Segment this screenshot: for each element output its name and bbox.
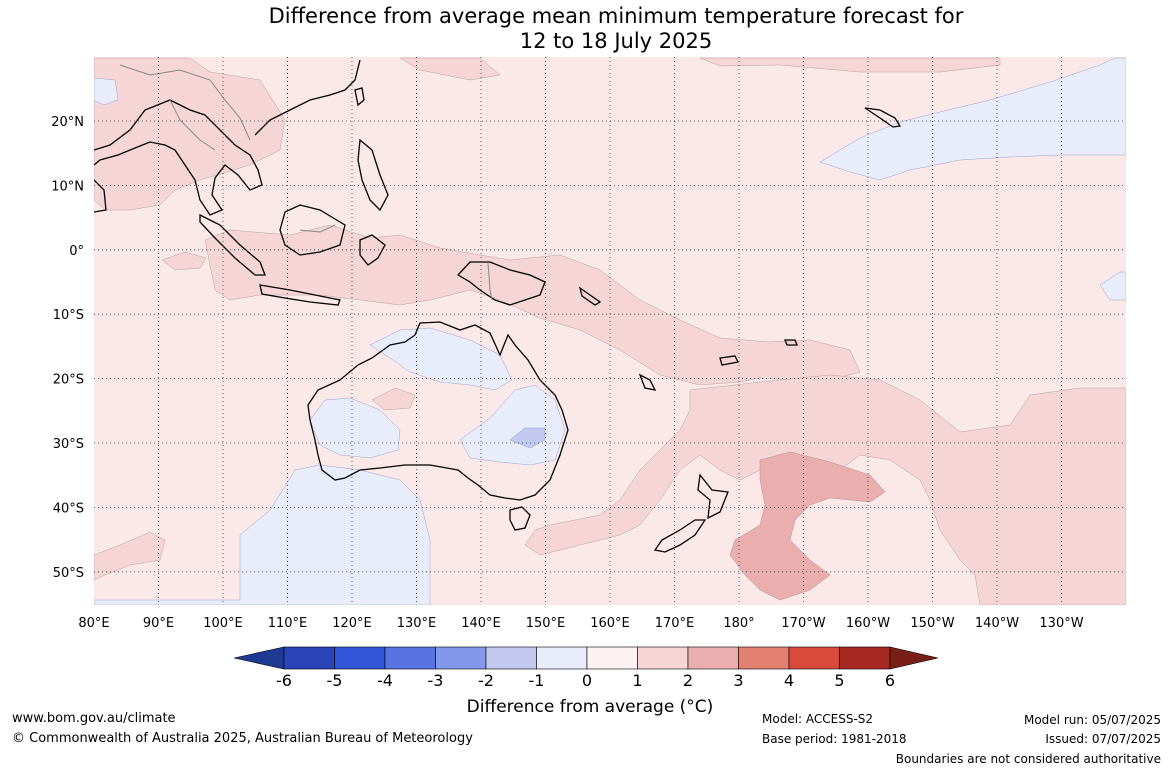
map-area bbox=[94, 57, 1126, 605]
colorbar-tick-label: -6 bbox=[276, 671, 292, 690]
colorbar-tick-label: -1 bbox=[529, 671, 545, 690]
coastlines bbox=[94, 59, 902, 553]
colorbar-bin bbox=[334, 646, 386, 670]
graticule bbox=[94, 57, 1126, 605]
colorbar-bin bbox=[788, 646, 840, 670]
latitude-label: 30°S bbox=[53, 437, 84, 452]
model-run-text: Model run: 05/07/2025 bbox=[1023, 713, 1161, 727]
latitude-label: 20°S bbox=[53, 373, 84, 388]
warm-anomaly-2-3-regions bbox=[729, 451, 886, 601]
colorbar-tick-label: -4 bbox=[377, 671, 393, 690]
cool-anomaly-regions bbox=[94, 57, 1126, 605]
issued-text: Issued: 07/07/2025 bbox=[1045, 732, 1161, 746]
longitude-label: 140°W bbox=[975, 616, 1019, 631]
colorbar-bin bbox=[738, 646, 790, 670]
disclaimer-text: Boundaries are not considered authoritat… bbox=[895, 752, 1161, 766]
colorbar-tick-label: 6 bbox=[885, 671, 895, 690]
longitude-label: 160°E bbox=[590, 616, 630, 631]
colorbar-tick-label: 3 bbox=[733, 671, 743, 690]
copyright-text: © Commonwealth of Australia 2025, Austra… bbox=[12, 731, 473, 746]
longitude-label: 150°W bbox=[910, 616, 954, 631]
latitude-label: 0° bbox=[69, 244, 84, 259]
colorbar-tick-label: 2 bbox=[683, 671, 693, 690]
longitude-label: 140°E bbox=[461, 616, 501, 631]
longitude-label: 90°E bbox=[143, 616, 174, 631]
latitude-label: 50°S bbox=[53, 566, 84, 581]
colorbar-tick-label: -5 bbox=[327, 671, 343, 690]
latitude-label: 10°N bbox=[51, 179, 84, 194]
longitude-label: 120°E bbox=[332, 616, 372, 631]
colorbar-tick-label: 5 bbox=[834, 671, 844, 690]
latitude-label: 40°S bbox=[53, 501, 84, 516]
colorbar-extend-high bbox=[889, 646, 939, 670]
latitude-label: 10°S bbox=[53, 308, 84, 323]
colorbar-tick-label: -2 bbox=[478, 671, 494, 690]
longitude-label: 130°W bbox=[1039, 616, 1083, 631]
longitude-labels: 80°E 90°E 100°E 110°E 120°E 130°E 140°E 150°E 16… bbox=[78, 616, 1083, 631]
longitude-label: 150°E bbox=[526, 616, 566, 631]
colorbar-tick-label: -3 bbox=[428, 671, 444, 690]
colorbar-bin bbox=[384, 646, 436, 670]
colorbar-bin bbox=[586, 646, 638, 670]
latitude-labels: 20°N 10°N 0° 10°S 20°S 30°S 40°S 50°S bbox=[51, 115, 84, 581]
colorbar: -6 -5 -4 -3 -2 -1 0 1 2 3 4 5 6 bbox=[233, 646, 939, 690]
longitude-label: 80°E bbox=[78, 616, 109, 631]
model-text: Model: ACCESS-S2 bbox=[762, 712, 874, 726]
latitude-label: 20°N bbox=[51, 115, 84, 130]
colorbar-tick-label: 1 bbox=[632, 671, 642, 690]
base-period-text: Base period: 1981-2018 bbox=[762, 732, 907, 746]
longitude-label: 170°W bbox=[781, 616, 825, 631]
colorbar-bin bbox=[485, 646, 537, 670]
longitude-label: 180° bbox=[723, 616, 754, 631]
longitude-label: 100°E bbox=[203, 616, 243, 631]
colorbar-tick-label: 4 bbox=[784, 671, 794, 690]
country-borders bbox=[119, 64, 493, 301]
longitude-label: 130°E bbox=[397, 616, 437, 631]
colorbar-bin bbox=[687, 646, 739, 670]
colorbar-bin bbox=[435, 646, 487, 670]
chart-title: Difference from average mean minimum tem… bbox=[0, 4, 1173, 54]
website-text: www.bom.gov.au/climate bbox=[12, 711, 176, 726]
longitude-label: 160°W bbox=[846, 616, 890, 631]
colorbar-extend-low bbox=[233, 646, 285, 670]
colorbar-bin bbox=[839, 646, 891, 670]
longitude-label: 110°E bbox=[268, 616, 308, 631]
title-line-2: 12 to 18 July 2025 bbox=[519, 29, 713, 53]
longitude-label: 170°E bbox=[655, 616, 695, 631]
colorbar-tick-label: 0 bbox=[582, 671, 592, 690]
colorbar-bin bbox=[283, 646, 335, 670]
colorbar-title: Difference from average (°C) bbox=[466, 697, 714, 717]
colorbar-bin bbox=[536, 646, 588, 670]
colorbar-bin bbox=[637, 646, 689, 670]
title-line-1: Difference from average mean minimum tem… bbox=[268, 4, 964, 28]
